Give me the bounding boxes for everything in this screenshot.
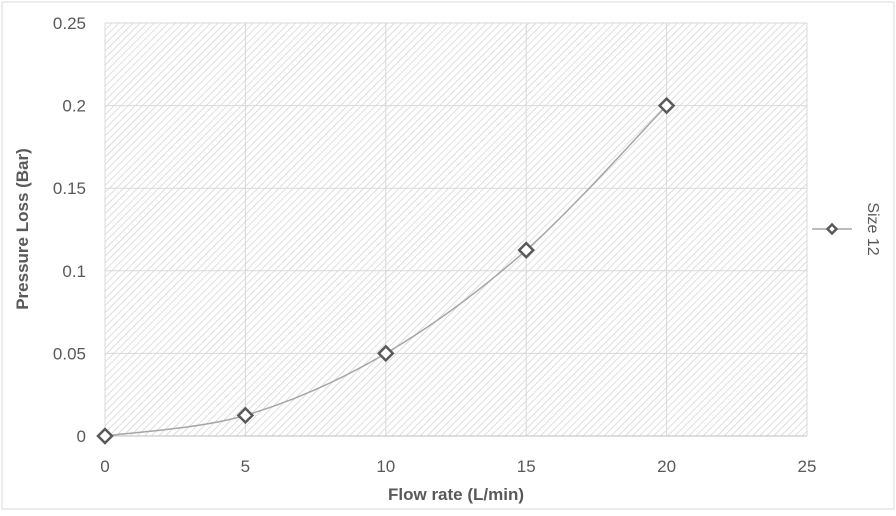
y-tick-label: 0.1 — [62, 262, 86, 281]
plot-area — [105, 23, 807, 436]
legend: Size 12 — [812, 202, 881, 256]
x-tick-label: 25 — [798, 457, 817, 476]
y-tick-label: 0.2 — [62, 97, 86, 116]
data-point-marker — [96, 427, 114, 445]
data-point-marker — [517, 241, 535, 259]
data-point-marker — [236, 406, 255, 425]
x-axis-title: Flow rate (L/min) — [388, 485, 524, 504]
legend-entry-size-12: Size 12 — [864, 202, 881, 255]
legend-marker-icon — [825, 222, 839, 236]
x-tick-label: 20 — [657, 457, 676, 476]
x-tick-label: 10 — [376, 457, 395, 476]
series-line-size-12 — [104, 105, 668, 437]
grid-lines — [105, 22, 808, 436]
x-tick-label: 5 — [241, 457, 250, 476]
data-point-marker — [377, 344, 395, 363]
x-tick-label: 15 — [517, 457, 536, 476]
y-tick-label: 0.25 — [53, 14, 86, 33]
data-point-marker — [657, 96, 676, 115]
y-axis-title: Pressure Loss (Bar) — [13, 148, 32, 310]
y-tick-label: 0 — [77, 427, 86, 446]
y-tick-label: 0.05 — [53, 344, 86, 363]
y-tick-label: 0.15 — [53, 179, 86, 198]
axes: 0 5 10 15 20 25 0 0.05 0.1 0.15 0.2 0.25 — [53, 14, 817, 476]
series-layer — [96, 96, 676, 445]
x-tick-label: 0 — [100, 457, 109, 476]
